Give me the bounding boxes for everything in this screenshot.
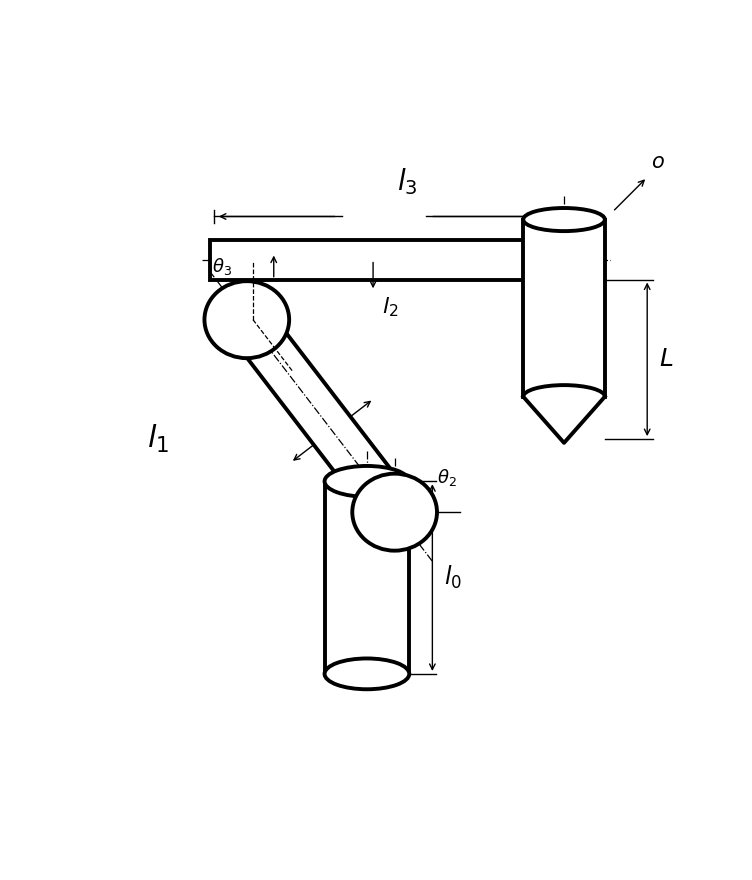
Polygon shape [229, 305, 413, 526]
Ellipse shape [352, 473, 437, 551]
Text: $\theta_3$: $\theta_3$ [212, 256, 232, 277]
Text: $\it{l}_3$: $\it{l}_3$ [397, 166, 417, 197]
Polygon shape [523, 397, 605, 443]
Text: $\it{l}_0$: $\it{l}_0$ [444, 564, 462, 591]
Ellipse shape [523, 208, 605, 231]
Polygon shape [325, 481, 409, 674]
Text: $\it{L}$: $\it{L}$ [659, 348, 673, 371]
Ellipse shape [205, 282, 290, 358]
Ellipse shape [325, 466, 409, 496]
Text: $o$: $o$ [651, 152, 665, 172]
Ellipse shape [325, 658, 409, 689]
Text: $\it{l}_1$: $\it{l}_1$ [147, 423, 169, 455]
Polygon shape [210, 239, 558, 280]
Text: $\theta_2$: $\theta_2$ [437, 467, 456, 488]
Polygon shape [523, 219, 605, 397]
Text: $\it{l}_2$: $\it{l}_2$ [382, 295, 399, 319]
Ellipse shape [523, 385, 605, 408]
